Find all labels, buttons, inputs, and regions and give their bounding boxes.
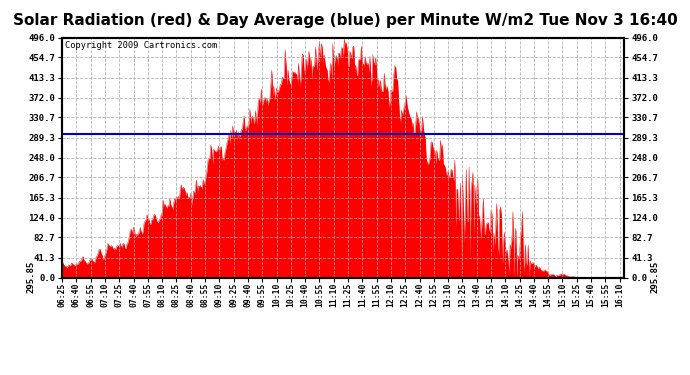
Text: Copyright 2009 Cartronics.com: Copyright 2009 Cartronics.com — [65, 41, 217, 50]
Text: 295.85: 295.85 — [651, 261, 660, 293]
Text: 295.85: 295.85 — [27, 261, 36, 293]
Text: Solar Radiation (red) & Day Average (blue) per Minute W/m2 Tue Nov 3 16:40: Solar Radiation (red) & Day Average (blu… — [12, 13, 678, 28]
